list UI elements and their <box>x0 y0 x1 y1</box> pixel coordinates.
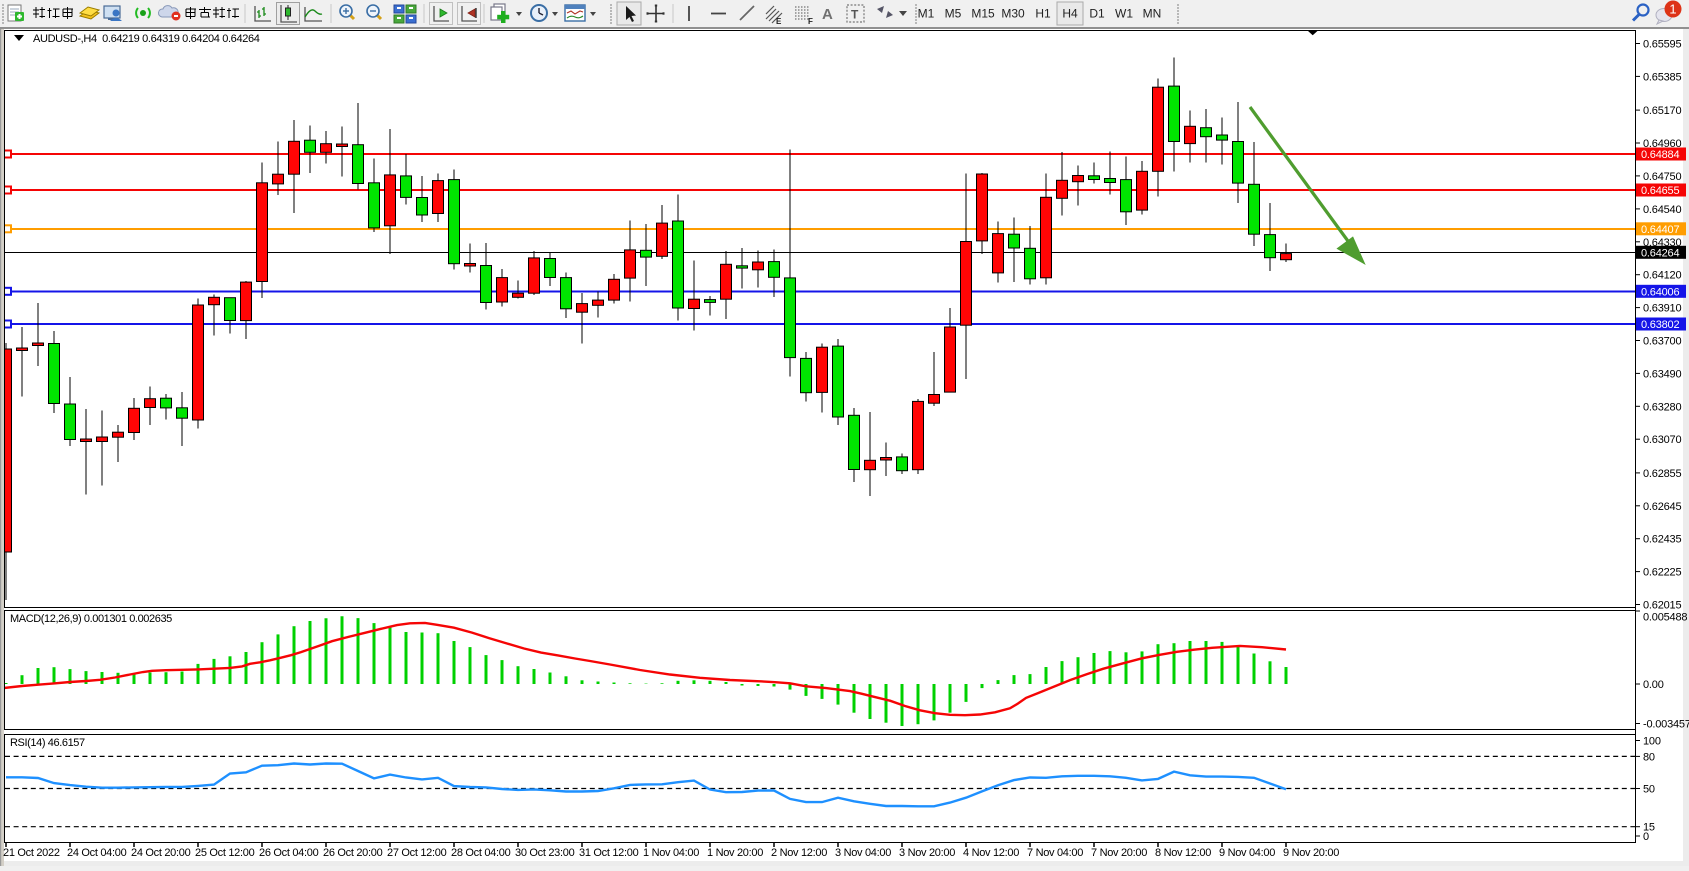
svg-text:0.62015: 0.62015 <box>1643 600 1681 612</box>
svg-text:M30: M30 <box>1001 7 1025 21</box>
svg-text:80: 80 <box>1643 751 1655 763</box>
svg-text:3 Nov 20:00: 3 Nov 20:00 <box>899 847 955 859</box>
svg-text:0.63910: 0.63910 <box>1643 303 1681 315</box>
svg-text:0.005488: 0.005488 <box>1643 612 1687 624</box>
svg-text:0.64407: 0.64407 <box>1641 224 1679 236</box>
svg-text:9 Nov 20:00: 9 Nov 20:00 <box>1283 847 1339 859</box>
svg-text:MACD(12,26,9) 0.001301 0.00263: MACD(12,26,9) 0.001301 0.002635 <box>10 613 172 625</box>
svg-text:0.64960: 0.64960 <box>1643 138 1681 150</box>
svg-text:25 Oct 12:00: 25 Oct 12:00 <box>195 847 255 859</box>
svg-text:3 Nov 04:00: 3 Nov 04:00 <box>835 847 891 859</box>
svg-text:26 Oct 04:00: 26 Oct 04:00 <box>259 847 319 859</box>
svg-text:A: A <box>822 6 833 23</box>
svg-text:H4: H4 <box>1062 7 1078 21</box>
svg-text:2 Nov 12:00: 2 Nov 12:00 <box>771 847 827 859</box>
svg-text:24 Oct 20:00: 24 Oct 20:00 <box>131 847 191 859</box>
svg-text:0.64540: 0.64540 <box>1643 204 1681 216</box>
svg-text:0.63070: 0.63070 <box>1643 434 1681 446</box>
svg-text:15: 15 <box>1643 822 1655 834</box>
svg-text:MN: MN <box>1143 7 1162 21</box>
svg-text:0.63490: 0.63490 <box>1643 368 1681 380</box>
svg-text:28 Oct 04:00: 28 Oct 04:00 <box>451 847 511 859</box>
svg-text:0.65385: 0.65385 <box>1643 71 1681 83</box>
svg-text:M15: M15 <box>971 7 995 21</box>
svg-text:H1: H1 <box>1035 7 1051 21</box>
svg-text:7 Nov 20:00: 7 Nov 20:00 <box>1091 847 1147 859</box>
svg-text:0.62645: 0.62645 <box>1643 501 1681 513</box>
svg-text:27 Oct 12:00: 27 Oct 12:00 <box>387 847 447 859</box>
svg-text:AUDUSD-,H4 0.64219 0.64319 0.: AUDUSD-,H4 0.64219 0.64319 0.64204 0.642… <box>33 33 260 45</box>
svg-text:0.62855: 0.62855 <box>1643 468 1681 480</box>
svg-text:RSI(14) 46.6157: RSI(14) 46.6157 <box>10 737 85 749</box>
svg-text:0: 0 <box>1643 831 1649 843</box>
svg-text:0.64264: 0.64264 <box>1641 247 1679 259</box>
svg-text:1: 1 <box>1669 2 1676 17</box>
svg-text:7 Nov 04:00: 7 Nov 04:00 <box>1027 847 1083 859</box>
svg-text:31 Oct 12:00: 31 Oct 12:00 <box>579 847 639 859</box>
svg-text:0.63700: 0.63700 <box>1643 336 1681 348</box>
svg-text:0.62435: 0.62435 <box>1643 534 1681 546</box>
svg-text:30 Oct 23:00: 30 Oct 23:00 <box>515 847 575 859</box>
svg-text:24 Oct 04:00: 24 Oct 04:00 <box>67 847 127 859</box>
svg-text:E: E <box>776 17 782 26</box>
svg-text:0.64655: 0.64655 <box>1641 185 1679 197</box>
svg-text:0.64120: 0.64120 <box>1643 270 1681 282</box>
svg-text:W1: W1 <box>1115 7 1133 21</box>
svg-text:0.64006: 0.64006 <box>1641 286 1679 298</box>
svg-text:26 Oct 20:00: 26 Oct 20:00 <box>323 847 383 859</box>
svg-text:-0.003457: -0.003457 <box>1643 719 1689 731</box>
svg-text:D1: D1 <box>1089 7 1105 21</box>
svg-text:4 Nov 12:00: 4 Nov 12:00 <box>963 847 1019 859</box>
svg-text:0.65170: 0.65170 <box>1643 105 1681 117</box>
svg-text:M5: M5 <box>945 7 962 21</box>
svg-text:0.63802: 0.63802 <box>1641 319 1679 331</box>
svg-text:0.62225: 0.62225 <box>1643 567 1681 579</box>
svg-text:21 Oct 2022: 21 Oct 2022 <box>3 847 60 859</box>
svg-text:F: F <box>808 17 813 26</box>
svg-text:0.64750: 0.64750 <box>1643 171 1681 183</box>
svg-text:1 Nov 04:00: 1 Nov 04:00 <box>643 847 699 859</box>
svg-text:0.63280: 0.63280 <box>1643 401 1681 413</box>
svg-text:0.64884: 0.64884 <box>1641 149 1679 161</box>
svg-text:100: 100 <box>1643 736 1661 748</box>
svg-text:0.00: 0.00 <box>1643 679 1664 691</box>
svg-text:50: 50 <box>1643 784 1655 796</box>
svg-text:T: T <box>851 8 859 22</box>
svg-text:M1: M1 <box>918 7 935 21</box>
svg-text:0.65595: 0.65595 <box>1643 39 1681 51</box>
svg-text:8 Nov 12:00: 8 Nov 12:00 <box>1155 847 1211 859</box>
svg-text:9 Nov 04:00: 9 Nov 04:00 <box>1219 847 1275 859</box>
svg-text:1 Nov 20:00: 1 Nov 20:00 <box>707 847 763 859</box>
